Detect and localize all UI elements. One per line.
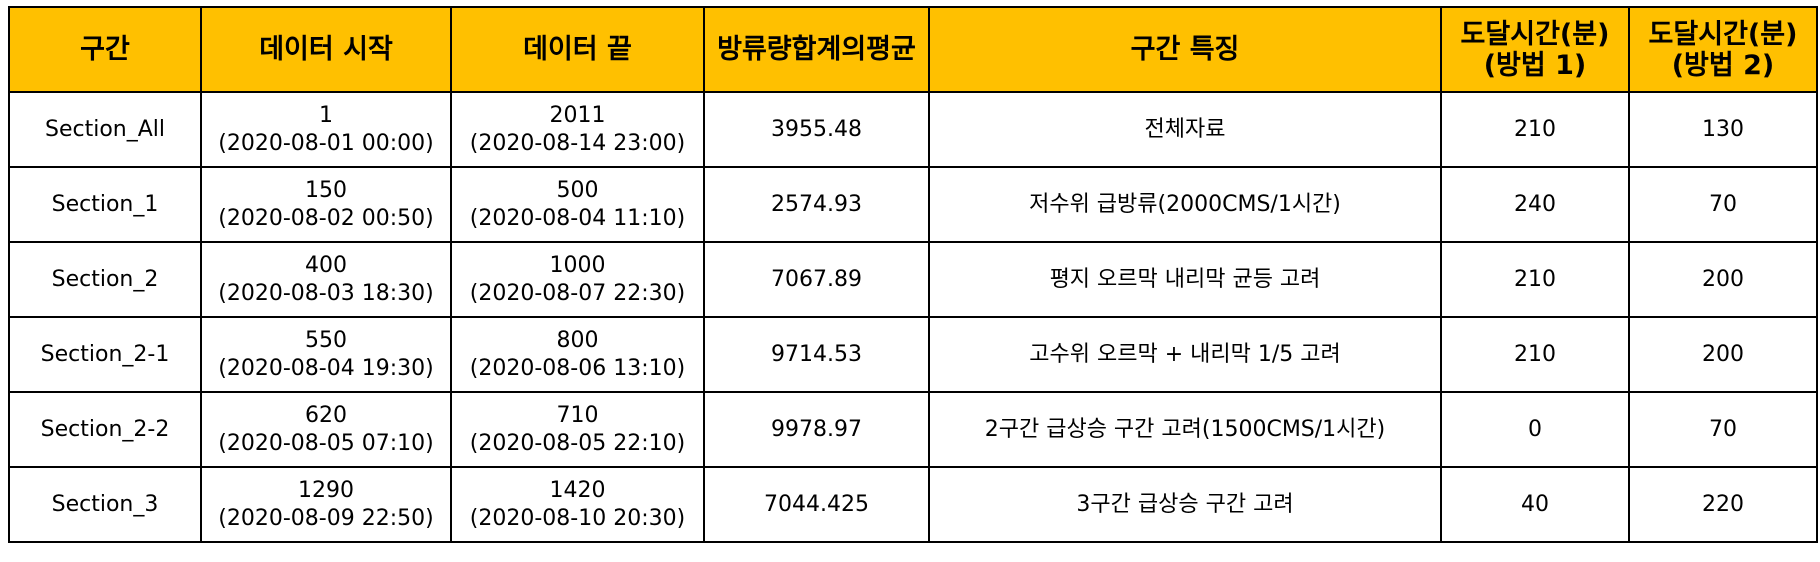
cell-method-2: 70 — [1628, 166, 1818, 243]
header-section: 구간 — [8, 6, 202, 93]
cell-start: 1290 (2020-08-09 22:50) — [200, 466, 452, 543]
cell-method-2: 130 — [1628, 91, 1818, 168]
cell-average: 9978.97 — [703, 391, 930, 468]
header-data-end: 데이터 끝 — [450, 6, 705, 93]
cell-section: Section_2-1 — [8, 316, 202, 393]
cell-average: 3955.48 — [703, 91, 930, 168]
cell-method-2: 200 — [1628, 241, 1818, 318]
header-section-feature: 구간 특징 — [928, 6, 1442, 93]
header-arrival-time-method-2: 도달시간(분)(방법 2) — [1628, 6, 1818, 93]
cell-method-1: 40 — [1440, 466, 1630, 543]
cell-feature: 3구간 급상승 구간 고려 — [928, 466, 1442, 543]
cell-method-1: 210 — [1440, 91, 1630, 168]
cell-section: Section_3 — [8, 466, 202, 543]
cell-start: 1 (2020-08-01 00:00) — [200, 91, 452, 168]
table-row: Section_All 1 (2020-08-01 00:00) 2011 (202… — [8, 91, 1818, 168]
cell-end: 1000 (2020-08-07 22:30) — [450, 241, 705, 318]
cell-section: Section_2-2 — [8, 391, 202, 468]
cell-start: 400 (2020-08-03 18:30) — [200, 241, 452, 318]
table-row: Section_2-1 550 (2020-08-04 19:30) 800 (20… — [8, 316, 1818, 393]
header-arrival-time-method-1: 도달시간(분)(방법 1) — [1440, 6, 1630, 93]
cell-method-1: 210 — [1440, 316, 1630, 393]
cell-section: Section_1 — [8, 166, 202, 243]
cell-method-1: 210 — [1440, 241, 1630, 318]
cell-end: 2011 (2020-08-14 23:00) — [450, 91, 705, 168]
cell-end: 1420 (2020-08-10 20:30) — [450, 466, 705, 543]
section-table: 구간 데이터 시작 데이터 끝 방류량합계의평균 구간 특징 도달시간(분)(방… — [8, 6, 1818, 543]
header-data-start: 데이터 시작 — [200, 6, 452, 93]
cell-section: Section_All — [8, 91, 202, 168]
table-row: Section_2-2 620 (2020-08-05 07:10) 710 (20… — [8, 391, 1818, 468]
table-row: Section_1 150 (2020-08-02 00:50) 500 (2020… — [8, 166, 1818, 243]
cell-average: 9714.53 — [703, 316, 930, 393]
cell-average: 2574.93 — [703, 166, 930, 243]
cell-method-2: 220 — [1628, 466, 1818, 543]
table-row: Section_3 1290 (2020-08-09 22:50) 1420 (20… — [8, 466, 1818, 543]
cell-method-2: 200 — [1628, 316, 1818, 393]
cell-feature: 평지 오르막 내리막 균등 고려 — [928, 241, 1442, 318]
header-discharge-average: 방류량합계의평균 — [703, 6, 930, 93]
cell-end: 500 (2020-08-04 11:10) — [450, 166, 705, 243]
cell-method-1: 240 — [1440, 166, 1630, 243]
cell-end: 710 (2020-08-05 22:10) — [450, 391, 705, 468]
cell-method-1: 0 — [1440, 391, 1630, 468]
cell-end: 800 (2020-08-06 13:10) — [450, 316, 705, 393]
cell-average: 7067.89 — [703, 241, 930, 318]
table-row: Section_2 400 (2020-08-03 18:30) 1000 (202… — [8, 241, 1818, 318]
cell-start: 150 (2020-08-02 00:50) — [200, 166, 452, 243]
cell-feature: 저수위 급방류(2000CMS/1시간) — [928, 166, 1442, 243]
cell-feature: 전체자료 — [928, 91, 1442, 168]
cell-method-2: 70 — [1628, 391, 1818, 468]
cell-start: 550 (2020-08-04 19:30) — [200, 316, 452, 393]
cell-section: Section_2 — [8, 241, 202, 318]
cell-average: 7044.425 — [703, 466, 930, 543]
cell-start: 620 (2020-08-05 07:10) — [200, 391, 452, 468]
cell-feature: 2구간 급상승 구간 고려(1500CMS/1시간) — [928, 391, 1442, 468]
cell-feature: 고수위 오르막 + 내리막 1/5 고려 — [928, 316, 1442, 393]
header-row: 구간 데이터 시작 데이터 끝 방류량합계의평균 구간 특징 도달시간(분)(방… — [8, 6, 1818, 93]
